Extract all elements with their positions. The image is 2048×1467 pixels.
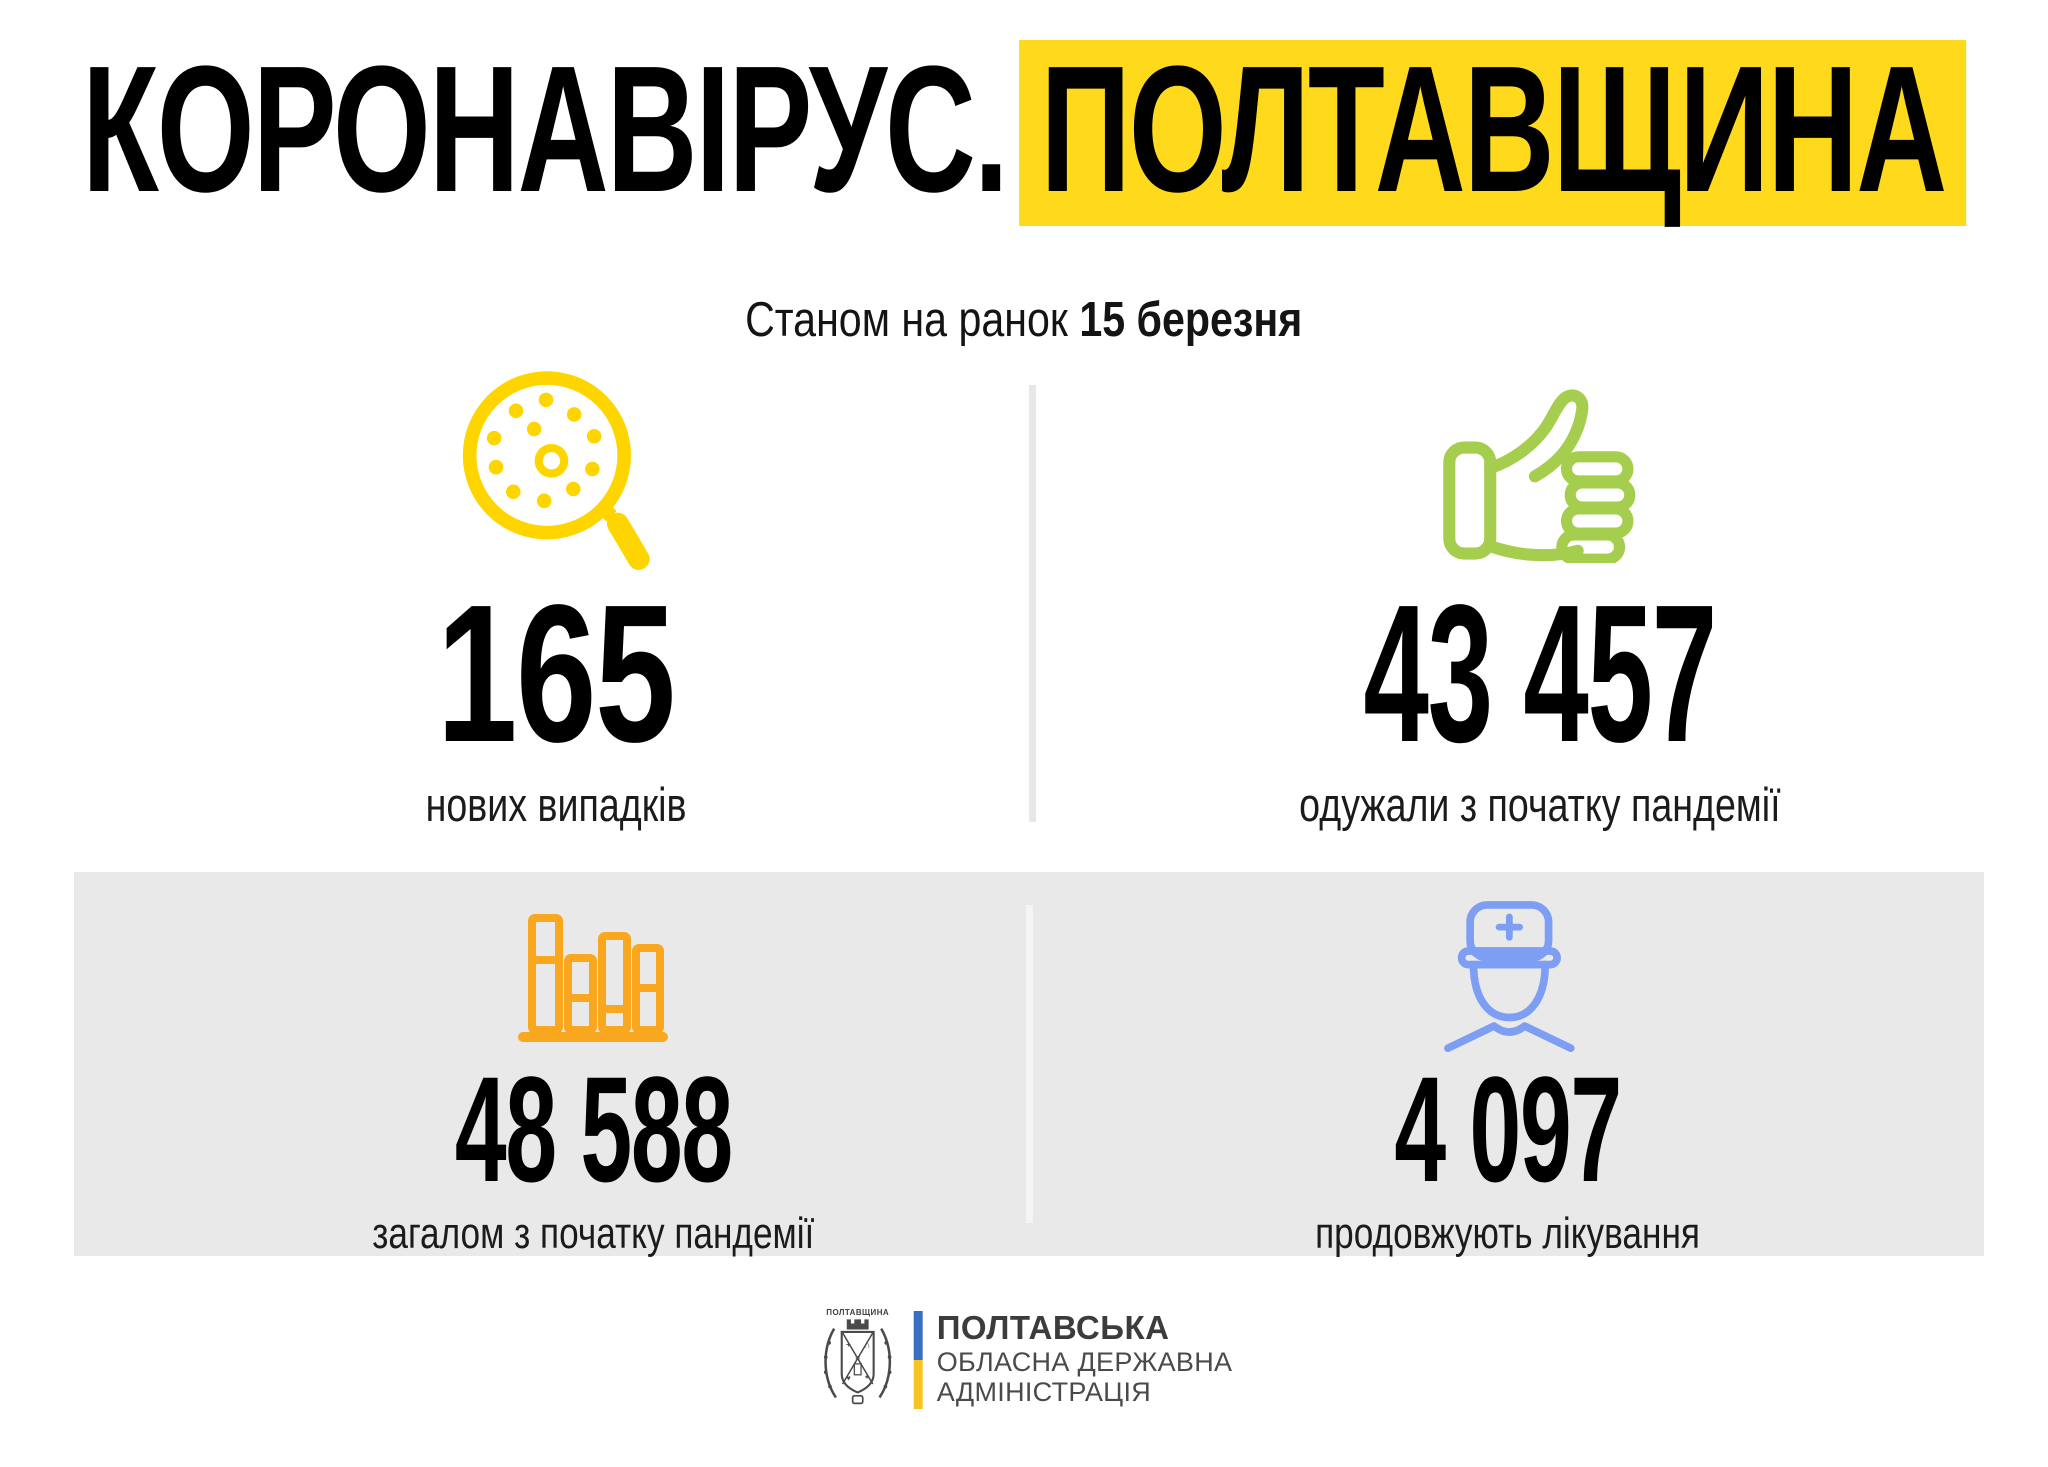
stat-value: 4 097 bbox=[1394, 1045, 1623, 1213]
org-name: ПОЛТАВСЬКА ОБЛАСНА ДЕРЖАВНА АДМІНІСТРАЦІ… bbox=[937, 1309, 1233, 1407]
title-highlight: ПОЛТАВЩИНА bbox=[1019, 40, 1967, 226]
stat-label: одужали з початку пандемії bbox=[1299, 778, 1781, 832]
stat-value-row: 43 457 bbox=[1032, 564, 2048, 783]
thumbs-up-icon bbox=[1032, 368, 2048, 580]
svg-text:+: + bbox=[846, 1339, 851, 1349]
stat-value: 48 588 bbox=[454, 1045, 732, 1213]
stat-value-row: 4 097 bbox=[1032, 1045, 1984, 1213]
stat-label: нових випадків bbox=[425, 778, 687, 832]
stat-label: загалом з початку пандемії bbox=[371, 1209, 815, 1258]
title-main: КОРОНАВІРУС. bbox=[81, 29, 1009, 230]
doctor-icon bbox=[1032, 872, 1984, 1056]
svg-text:∩: ∩ bbox=[864, 1340, 871, 1350]
virus-magnifier-icon bbox=[40, 368, 1072, 580]
stat-recovered: 43 457 одужали з початку пандемії bbox=[1032, 368, 2048, 830]
svg-text:≈: ≈ bbox=[855, 1353, 860, 1363]
subtitle-text: Станом на ранок 15 березня bbox=[745, 292, 1302, 348]
vertical-divider bbox=[1026, 905, 1033, 1223]
stat-label-row: нових випадків bbox=[40, 778, 1072, 832]
flag-divider bbox=[913, 1311, 923, 1409]
stats-row-top: 165 нових випадків 43 457 одужали з поча… bbox=[0, 368, 2048, 830]
flag-yellow bbox=[913, 1360, 923, 1409]
emblem-caption: ПОЛТАВЩИНА bbox=[826, 1308, 889, 1317]
footer: ПОЛТАВЩИНА + ∩ ♥ bbox=[816, 1305, 1233, 1411]
bar-chart-icon bbox=[114, 872, 1072, 1056]
stat-in-treatment: 4 097 продовжують лікування bbox=[1032, 872, 1984, 1257]
subtitle-prefix: Станом на ранок bbox=[745, 293, 1080, 347]
flag-blue bbox=[913, 1311, 923, 1360]
subtitle: Станом на ранок 15 березня bbox=[0, 292, 2048, 348]
coat-of-arms: ПОЛТАВЩИНА + ∩ ♥ bbox=[816, 1305, 900, 1411]
stat-label: продовжують лікування bbox=[1315, 1209, 1701, 1258]
stat-value-row: 48 588 bbox=[114, 1045, 1072, 1213]
subtitle-date: 15 березня bbox=[1079, 293, 1303, 347]
svg-text:*: * bbox=[865, 1374, 869, 1384]
stat-new-cases: 165 нових випадків bbox=[0, 368, 1032, 830]
stat-value: 165 bbox=[437, 564, 676, 783]
svg-text:♥: ♥ bbox=[846, 1374, 851, 1383]
stat-label-row: продовжують лікування bbox=[1032, 1209, 1984, 1258]
stat-label-row: загалом з початку пандемії bbox=[114, 1209, 1072, 1258]
page-title: КОРОНАВІРУС. ПОЛТАВЩИНА bbox=[82, 40, 1967, 226]
org-name-line2: ОБЛАСНА ДЕРЖАВНА bbox=[936, 1346, 1233, 1377]
org-name-line1: ПОЛТАВСЬКА bbox=[936, 1309, 1170, 1346]
stats-band: 48 588 загалом з початку пандемії 4 097 bbox=[74, 872, 1984, 1257]
org-name-line3: АДМІНІСТРАЦІЯ bbox=[936, 1377, 1152, 1408]
stat-total-cases: 48 588 загалом з початку пандемії bbox=[74, 872, 1032, 1257]
vertical-divider bbox=[1029, 385, 1036, 822]
stat-label-row: одужали з початку пандемії bbox=[1032, 778, 2048, 832]
stat-value-row: 165 bbox=[40, 564, 1072, 783]
stat-value: 43 457 bbox=[1363, 564, 1718, 783]
